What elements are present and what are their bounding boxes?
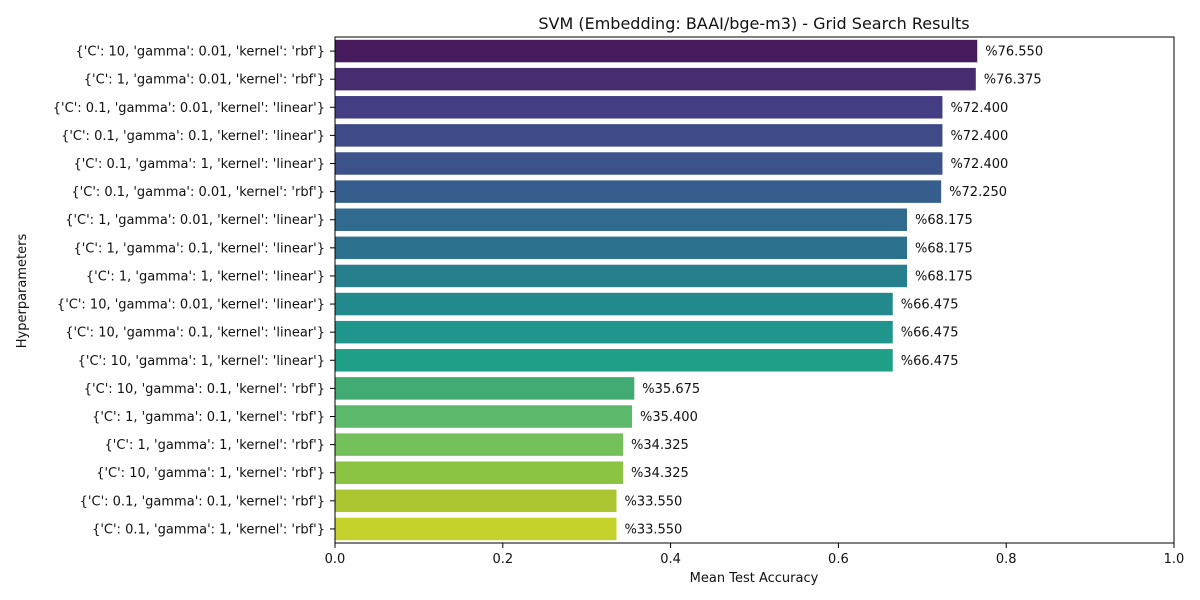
y-tick-label: {'C': 10, 'gamma': 0.01, 'kernel': 'line… [57, 298, 325, 313]
data-label: %34.325 [631, 466, 689, 481]
bar [335, 236, 907, 260]
data-label: %72.400 [950, 129, 1008, 144]
bar [335, 292, 893, 316]
y-tick-label: {'C': 0.1, 'gamma': 0.1, 'kernel': 'line… [61, 129, 325, 144]
data-label: %76.550 [985, 45, 1043, 60]
data-label: %68.175 [915, 241, 973, 256]
x-tick-label: 0.4 [660, 552, 681, 567]
bar [335, 461, 623, 484]
data-label: %68.175 [915, 269, 973, 284]
bar [335, 264, 907, 288]
data-label: %33.550 [624, 522, 682, 537]
bar [335, 349, 893, 372]
data-label: %66.475 [901, 354, 959, 369]
y-tick-label: {'C': 1, 'gamma': 0.01, 'kernel': 'rbf'} [84, 73, 325, 88]
chart-title: SVM (Embedding: BAAI/bge-m3) - Grid Sear… [538, 14, 969, 33]
y-tick-label: {'C': 10, 'gamma': 1, 'kernel': 'linear'… [78, 354, 325, 369]
bar [335, 517, 617, 541]
y-tick-label: {'C': 10, 'gamma': 1, 'kernel': 'rbf'} [96, 466, 325, 481]
bar [335, 96, 943, 119]
bar [335, 377, 635, 400]
bars-layer: %76.550 %76.375 %72.400 %72.400 %72.400 %72.2… [335, 39, 1043, 541]
bar [335, 152, 943, 175]
y-tick-label: {'C': 10, 'gamma': 0.1, 'kernel': 'rbf'} [84, 382, 325, 397]
data-label: %68.175 [915, 213, 973, 228]
bar [335, 39, 978, 63]
bar [335, 180, 942, 203]
data-label: %35.675 [642, 382, 700, 397]
bar [335, 67, 976, 91]
y-axis-label: Hyperparameters [15, 234, 30, 349]
bar [335, 489, 617, 513]
data-label: %76.375 [984, 73, 1042, 88]
y-tick-label: {'C': 0.1, 'gamma': 0.1, 'kernel': 'rbf'… [80, 494, 325, 509]
y-tick-label: {'C': 0.1, 'gamma': 0.01, 'kernel': 'rbf… [71, 185, 325, 200]
data-label: %72.400 [950, 157, 1008, 172]
bar [335, 208, 907, 231]
data-label: %33.550 [624, 494, 682, 509]
data-label: %72.250 [949, 185, 1007, 200]
data-label: %66.475 [901, 326, 959, 341]
bar [335, 124, 943, 147]
plot-frame [334, 36, 1175, 544]
bar [335, 405, 633, 428]
x-tick-label: 0.2 [492, 552, 513, 567]
bar [335, 320, 893, 344]
y-tick-label: {'C': 10, 'gamma': 0.01, 'kernel': 'rbf'… [76, 45, 325, 60]
y-tick-label: {'C': 0.1, 'gamma': 1, 'kernel': 'linear… [73, 157, 325, 172]
y-tick-label: {'C': 1, 'gamma': 1, 'kernel': 'rbf'} [104, 438, 325, 453]
data-label: %34.325 [631, 438, 689, 453]
y-tick-label: {'C': 1, 'gamma': 1, 'kernel': 'linear'} [86, 269, 325, 284]
y-tick-label: {'C': 0.1, 'gamma': 0.01, 'kernel': 'lin… [53, 101, 325, 116]
x-tick-label: 0.8 [996, 552, 1017, 567]
y-tick-label: {'C': 1, 'gamma': 0.01, 'kernel': 'linea… [65, 213, 325, 228]
axes-layer: {'C': 10, 'gamma': 0.01, 'kernel': 'rbf'… [53, 36, 1185, 567]
data-label: %35.400 [640, 410, 698, 425]
x-tick-label: 1.0 [1164, 552, 1185, 567]
data-label: %66.475 [901, 298, 959, 313]
x-tick-label: 0.0 [325, 552, 346, 567]
x-tick-label: 0.6 [828, 552, 849, 567]
y-tick-label: {'C': 10, 'gamma': 0.1, 'kernel': 'linea… [65, 326, 325, 341]
bar [335, 433, 623, 456]
y-tick-label: {'C': 0.1, 'gamma': 1, 'kernel': 'rbf'} [92, 522, 325, 537]
y-tick-label: {'C': 1, 'gamma': 0.1, 'kernel': 'rbf'} [92, 410, 325, 425]
data-label: %72.400 [950, 101, 1008, 116]
y-tick-label: {'C': 1, 'gamma': 0.1, 'kernel': 'linear… [73, 241, 325, 256]
x-axis-label: Mean Test Accuracy [690, 571, 819, 586]
